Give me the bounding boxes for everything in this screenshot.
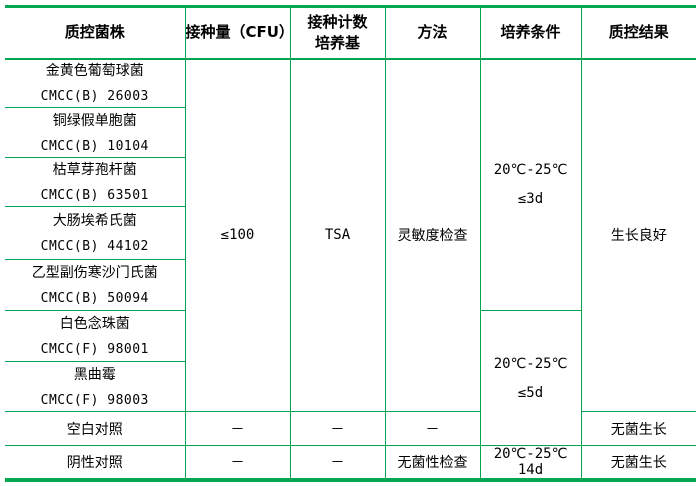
inoculum-cell: － (184, 411, 291, 446)
condition-temp: 20℃-25℃ (493, 162, 568, 179)
header-medium-line1: 接种计数 (307, 12, 368, 31)
header-medium-line2: 培养基 (314, 33, 360, 52)
header-medium: 接种计数 培养基 (289, 6, 386, 60)
table-row-pseudomonas: 铜绿假单胞菌 CMCC(B) 10104 (5, 107, 696, 158)
condition-bacteria-cell: 20℃-25℃ ≤3d (479, 58, 582, 311)
result-cell: 无菌生长 (580, 445, 696, 481)
condition-cell: 20℃-25℃ 14d (479, 445, 582, 481)
strain-name: 乙型副伤寒沙门氏菌 (31, 265, 158, 281)
strain-name: 金黄色葡萄球菌 (45, 63, 144, 80)
table-row-e-coli: 大肠埃希氏菌 CMCC(B) 44102 (5, 206, 696, 260)
table-row-staph-aureus: 金黄色葡萄球菌 CMCC(B) 26003 ≤100 TSA 灵敏度检查 20℃… (5, 58, 696, 412)
strain-code: CMCC(B) 63501 (40, 188, 149, 203)
strain-name: 黑曲霉 (73, 366, 116, 383)
medium-cell: － (289, 411, 386, 446)
strain-cell: 金黄色葡萄球菌 CMCC(B) 26003 (5, 58, 186, 108)
header-strain: 质控菌株 (5, 6, 186, 60)
method-cell: 无菌性检查 (384, 445, 481, 481)
strain-code: CMCC(B) 26003 (40, 89, 149, 105)
header-result: 质控结果 (580, 6, 696, 60)
strain-name: 枯草芽孢杆菌 (52, 162, 137, 178)
strain-cell: 大肠埃希氏菌 CMCC(B) 44102 (5, 206, 186, 260)
condition-temp: 20℃-25℃ (493, 355, 568, 372)
strain-code: CMCC(B) 50094 (40, 291, 149, 306)
control-name-cell: 空白对照 (5, 411, 186, 446)
table-row-blank-control: 空白对照 － － － 无菌生长 (5, 411, 696, 446)
control-name-cell: 阴性对照 (5, 445, 186, 481)
strain-cell: 白色念珠菌 CMCC(F) 98001 (5, 310, 186, 362)
condition-fungi-cell: 20℃-25℃ ≤5d (479, 310, 582, 446)
strain-code: CMCC(B) 10104 (40, 138, 149, 154)
strain-cell: 黑曲霉 CMCC(F) 98003 (5, 361, 186, 412)
strain-code: CMCC(F) 98003 (40, 392, 149, 408)
condition-time: ≤5d (517, 384, 544, 401)
strain-code: CMCC(F) 98001 (40, 342, 149, 357)
medium-cell: － (289, 445, 386, 481)
medium-merged-cell: TSA (289, 58, 386, 412)
strain-name: 大肠埃希氏菌 (52, 213, 137, 229)
table-row-negative-control: 阴性对照 － － 无菌性检查 20℃-25℃ 14d 无菌生长 (5, 445, 696, 481)
condition-time: ≤3d (517, 191, 544, 208)
strain-name: 白色念珠菌 (59, 316, 130, 332)
table-row-aspergillus-niger: 黑曲霉 CMCC(F) 98003 (5, 361, 696, 412)
header-inoculum: 接种量（CFU） (184, 6, 291, 60)
result-growth-merged-cell: 生长良好 (580, 58, 696, 412)
qc-strain-table: 质控菌株 接种量（CFU） 接种计数 培养基 方法 培养条件 质控结果 金黄色葡… (5, 5, 696, 482)
method-cell: － (384, 411, 481, 446)
strain-cell: 枯草芽孢杆菌 CMCC(B) 63501 (5, 157, 186, 207)
header-method: 方法 (384, 6, 481, 60)
table-row-candida-albicans: 白色念珠菌 CMCC(F) 98001 20℃-25℃ ≤5d (5, 310, 696, 446)
strain-name: 铜绿假单胞菌 (52, 112, 137, 129)
strain-cell: 铜绿假单胞菌 CMCC(B) 10104 (5, 107, 186, 158)
table-row-bacillus-subtilis: 枯草芽孢杆菌 CMCC(B) 63501 (5, 157, 696, 207)
method-merged-cell: 灵敏度检查 (384, 58, 481, 412)
result-cell: 无菌生长 (580, 411, 696, 446)
header-row: 质控菌株 接种量（CFU） 接种计数 培养基 方法 培养条件 质控结果 (5, 6, 696, 60)
strain-cell: 乙型副伤寒沙门氏菌 CMCC(B) 50094 (5, 259, 186, 311)
strain-code: CMCC(B) 44102 (40, 239, 149, 254)
inoculum-merged-cell: ≤100 (184, 58, 291, 412)
header-condition: 培养条件 (479, 6, 582, 60)
inoculum-cell: － (184, 445, 291, 481)
